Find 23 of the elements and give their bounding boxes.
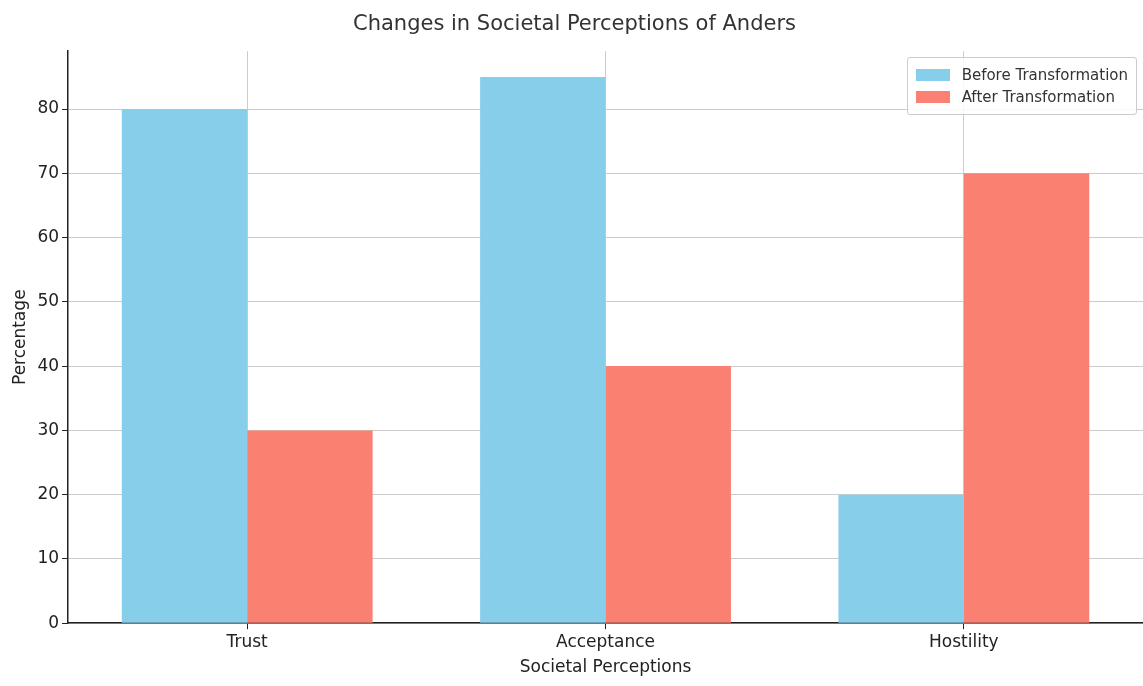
y-tick-label: 40 bbox=[37, 354, 60, 375]
bar bbox=[963, 173, 1090, 623]
x-axis-title: Societal Perceptions bbox=[519, 656, 692, 677]
y-tick-label: 80 bbox=[37, 97, 60, 118]
x-tick-label: Acceptance bbox=[556, 630, 655, 651]
legend-label: Before Transformation bbox=[961, 66, 1128, 85]
bar bbox=[605, 366, 731, 623]
y-tick-label: 70 bbox=[37, 161, 60, 182]
x-tick-label: Trust bbox=[225, 630, 269, 651]
chart-title: Changes in Societal Perceptions of Anders bbox=[353, 11, 796, 36]
y-tick-label: 0 bbox=[48, 611, 60, 632]
legend-label: After Transformation bbox=[961, 88, 1115, 107]
y-tick-label: 10 bbox=[37, 547, 60, 568]
y-tick-label: 30 bbox=[37, 418, 60, 439]
bar bbox=[121, 109, 248, 623]
bar bbox=[480, 76, 606, 623]
y-axis-title: Percentage bbox=[8, 289, 29, 386]
bar bbox=[838, 494, 964, 623]
bar bbox=[247, 430, 373, 623]
y-tick-label: 20 bbox=[37, 483, 60, 504]
x-tick-label: Hostility bbox=[929, 630, 999, 651]
y-tick-label: 60 bbox=[37, 226, 60, 246]
y-tick-label: 50 bbox=[37, 290, 60, 311]
